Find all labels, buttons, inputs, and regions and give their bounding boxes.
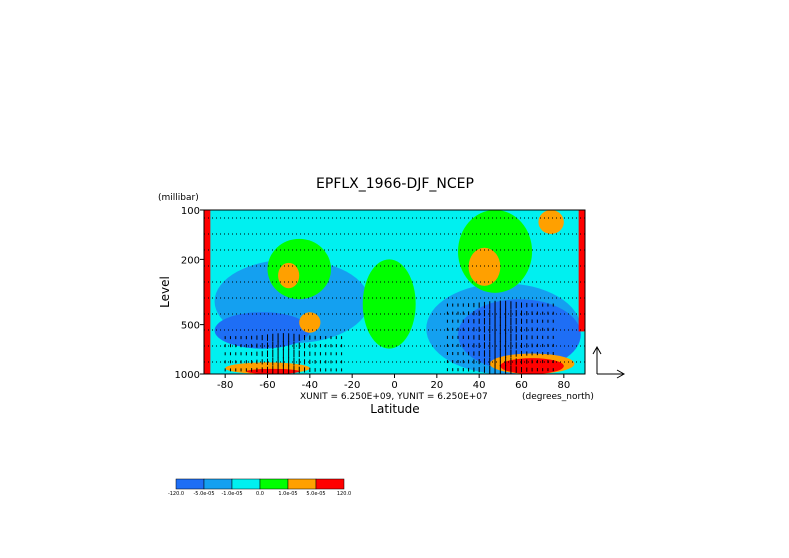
- y-axis: 100 200 500 1000: [175, 206, 204, 381]
- colorbar-label: 120.0: [337, 491, 351, 497]
- shading-region-16: [204, 210, 211, 374]
- x-tick-label: -60: [259, 380, 275, 391]
- colorbar-swatch: [203, 478, 233, 490]
- colorbar-label: 5.0e-05: [306, 491, 325, 497]
- x-tick-label: 60: [515, 380, 528, 391]
- shading-region-11: [538, 210, 564, 234]
- y-axis-label: Level: [158, 276, 172, 308]
- shading-region-6: [362, 259, 416, 349]
- colorbar-swatch: [315, 478, 345, 490]
- x-tick-label: 40: [473, 380, 486, 391]
- colorbar-label: -1.0e-05: [222, 491, 243, 497]
- shading-region-8: [278, 262, 300, 289]
- plot-area: [203, 209, 586, 375]
- flux-vectors: [224, 300, 554, 374]
- colorbar-swatch: [259, 478, 289, 490]
- colorbar-label: -120.0: [168, 491, 184, 497]
- x-unit-label: (degrees_north): [522, 392, 594, 402]
- shading-region-3: [214, 312, 310, 349]
- shading-region-17: [578, 210, 585, 332]
- reference-vector-icon: [592, 345, 626, 379]
- shading-region-4: [458, 299, 581, 371]
- y-tick-label: 100: [181, 206, 200, 217]
- colorbar-swatch: [231, 478, 261, 490]
- colorbar-swatch: [287, 478, 317, 490]
- chart-title: EPFLX_1966-DJF_NCEP: [316, 176, 474, 192]
- colorbar-label: -5.0e-05: [194, 491, 215, 497]
- colorbar-label: 1.0e-05: [278, 491, 297, 497]
- shading-layer: [204, 210, 585, 374]
- y-tick-label: 1000: [175, 370, 200, 381]
- x-tick-label: 0: [391, 380, 397, 391]
- y-tick-label: 200: [181, 255, 200, 266]
- shading-region-10: [468, 247, 501, 286]
- colorbar-swatch: [175, 478, 205, 490]
- x-tick-label: 20: [430, 380, 443, 391]
- x-tick-label: 80: [557, 380, 570, 391]
- x-tick-label: -20: [344, 380, 360, 391]
- vector-scale-text: XUNIT = 6.250E+09, YUNIT = 6.250E+07: [300, 392, 488, 402]
- y-tick-label: 500: [181, 321, 200, 332]
- shading-region-9: [299, 312, 321, 333]
- x-tick-label: -40: [302, 380, 318, 391]
- y-unit-label: (millibar): [158, 193, 199, 203]
- shading-region-5: [267, 238, 331, 300]
- colorbar: -120.0 -5.0e-05 -1.0e-05 0.0 1.0e-05 5.0e-05 1…: [168, 478, 351, 497]
- x-axis: -80 -60 -40 -20 0 20 40 60 80: [217, 374, 570, 391]
- x-tick-label: -80: [217, 380, 233, 391]
- x-axis-label: Latitude: [370, 402, 419, 416]
- colorbar-label: 0.0: [256, 491, 264, 497]
